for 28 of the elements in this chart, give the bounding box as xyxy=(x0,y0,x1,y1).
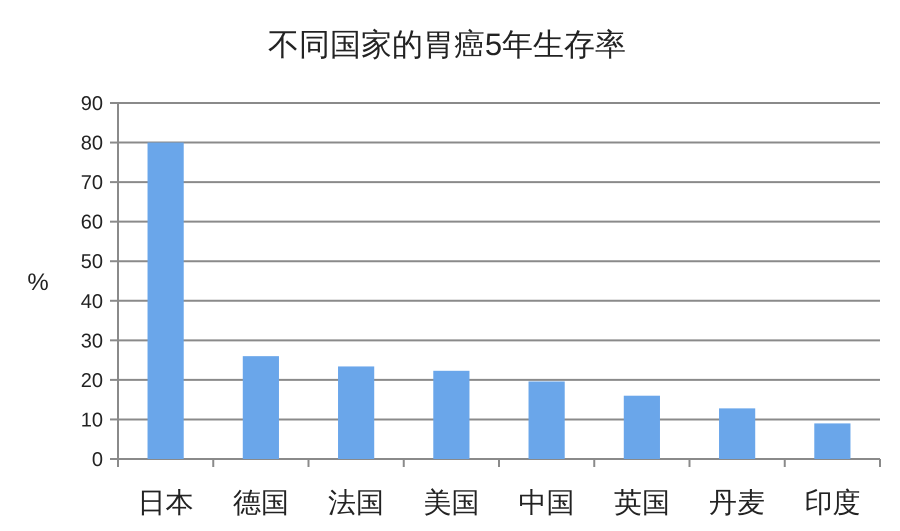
x-tick-label: 英国 xyxy=(614,487,670,518)
bar xyxy=(433,370,470,459)
y-tick-label: 70 xyxy=(80,172,103,194)
x-tick-label: 日本 xyxy=(138,487,194,518)
y-tick-label: 10 xyxy=(80,409,103,432)
chart-title: 不同国家的胃癌5年生存率 xyxy=(268,27,626,62)
y-tick-label: 40 xyxy=(80,290,103,313)
x-tick-label: 德国 xyxy=(232,487,289,518)
y-tick-label: 90 xyxy=(80,93,103,115)
y-tick-label: 20 xyxy=(80,370,103,392)
bar xyxy=(242,356,279,459)
y-axis-title: % xyxy=(27,269,49,296)
x-tick-label: 美国 xyxy=(423,487,480,518)
bar xyxy=(814,423,850,459)
x-tick-label: 印度 xyxy=(804,487,860,518)
x-tick-label: 法国 xyxy=(328,487,384,518)
y-tick-label: 50 xyxy=(80,251,103,274)
x-tick-label: 中国 xyxy=(518,487,575,518)
bar xyxy=(719,408,756,459)
bar xyxy=(148,142,184,459)
y-tick-label: 60 xyxy=(80,212,103,234)
bar xyxy=(338,366,374,459)
y-tick-label: 30 xyxy=(80,330,103,352)
bar xyxy=(624,396,660,459)
bar xyxy=(528,381,565,459)
x-tick-label: 丹麦 xyxy=(709,487,766,518)
y-tick-label: 0 xyxy=(92,449,103,471)
y-tick-label: 80 xyxy=(80,132,103,155)
